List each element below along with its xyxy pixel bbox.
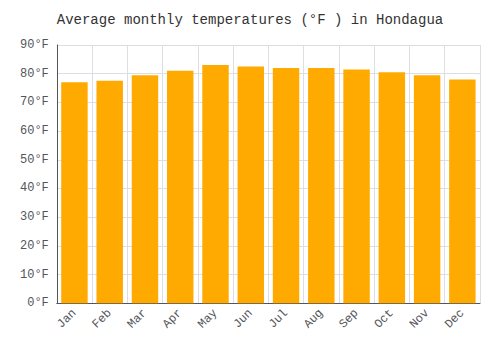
- svg-text:Dec: Dec: [442, 306, 467, 331]
- svg-text:Jun: Jun: [231, 306, 256, 331]
- svg-text:0°F: 0°F: [27, 296, 49, 310]
- svg-text:30°F: 30°F: [20, 210, 49, 224]
- svg-text:20°F: 20°F: [20, 239, 49, 253]
- svg-text:Feb: Feb: [89, 306, 114, 331]
- svg-text:Jan: Jan: [54, 306, 79, 331]
- svg-text:70°F: 70°F: [20, 95, 49, 109]
- svg-text:Sep: Sep: [336, 306, 361, 331]
- svg-text:80°F: 80°F: [20, 67, 49, 81]
- svg-text:10°F: 10°F: [20, 268, 49, 282]
- svg-text:Oct: Oct: [372, 306, 397, 331]
- svg-text:Apr: Apr: [160, 306, 185, 331]
- svg-text:50°F: 50°F: [20, 153, 49, 167]
- svg-text:40°F: 40°F: [20, 181, 49, 195]
- svg-text:Nov: Nov: [407, 306, 432, 331]
- svg-text:Mar: Mar: [125, 306, 150, 331]
- svg-text:May: May: [195, 306, 220, 331]
- svg-text:60°F: 60°F: [20, 124, 49, 138]
- svg-text:90°F: 90°F: [20, 38, 49, 52]
- svg-text:Average monthly temperatures (: Average monthly temperatures (°F ) in Ho…: [57, 12, 443, 28]
- svg-text:Aug: Aug: [301, 306, 326, 331]
- svg-text:Jul: Jul: [266, 306, 291, 331]
